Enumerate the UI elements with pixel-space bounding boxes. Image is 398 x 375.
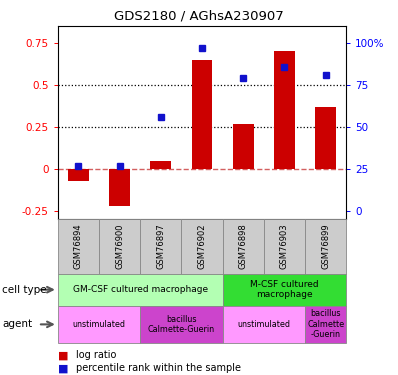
Text: GDS2180 / AGhsA230907: GDS2180 / AGhsA230907 (114, 9, 284, 22)
Bar (140, 219, 181, 274)
Bar (305, 219, 346, 274)
Bar (222, 219, 264, 274)
Text: agent: agent (2, 320, 32, 329)
Text: bacillus
Calmette-Guerin: bacillus Calmette-Guerin (148, 315, 215, 334)
Bar (233, 124, 254, 169)
Text: GSM76903: GSM76903 (280, 224, 289, 269)
Bar (274, 51, 295, 169)
Bar (264, 219, 305, 274)
Text: ■: ■ (58, 351, 68, 360)
Text: log ratio: log ratio (76, 351, 116, 360)
Bar (99, 219, 140, 274)
Text: GSM76900: GSM76900 (115, 224, 124, 269)
Bar (58, 306, 140, 343)
Text: percentile rank within the sample: percentile rank within the sample (76, 363, 241, 373)
Bar (58, 274, 222, 306)
Text: GSM76894: GSM76894 (74, 224, 83, 269)
Bar (305, 306, 346, 343)
Text: unstimulated: unstimulated (237, 320, 290, 329)
Bar (222, 274, 346, 306)
Bar (109, 169, 130, 206)
Bar (58, 219, 99, 274)
Text: M-CSF cultured
macrophage: M-CSF cultured macrophage (250, 280, 319, 299)
Bar (222, 306, 305, 343)
Text: GSM76902: GSM76902 (197, 224, 207, 269)
Text: GSM76897: GSM76897 (156, 224, 165, 269)
Bar (68, 169, 89, 181)
Text: ■: ■ (58, 363, 68, 373)
Text: GSM76898: GSM76898 (239, 224, 248, 269)
Text: bacillus
Calmette
-Guerin: bacillus Calmette -Guerin (307, 309, 344, 339)
Bar (140, 306, 222, 343)
Text: GSM76899: GSM76899 (321, 224, 330, 269)
Bar (192, 60, 212, 169)
Text: unstimulated: unstimulated (72, 320, 125, 329)
Bar (181, 219, 222, 274)
Bar (315, 107, 336, 169)
Bar (150, 160, 171, 169)
Text: cell type: cell type (2, 285, 47, 295)
Text: GM-CSF cultured macrophage: GM-CSF cultured macrophage (72, 285, 208, 294)
